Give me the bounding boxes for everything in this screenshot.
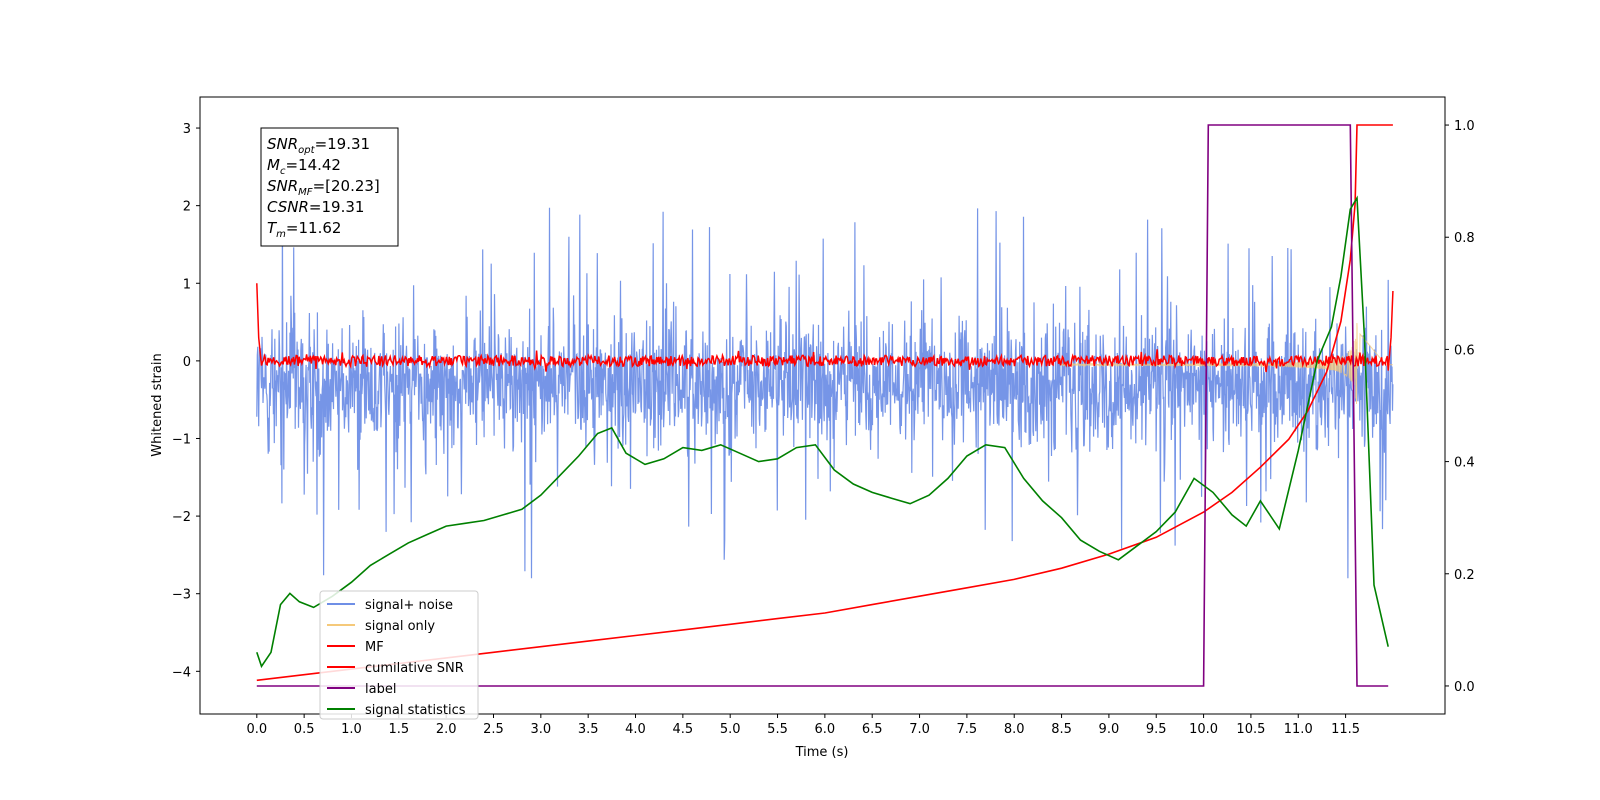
- x-tick-label: 4.0: [625, 722, 646, 737]
- x-tick-label: 8.5: [1051, 722, 1072, 737]
- x-tick-label: 1.5: [388, 722, 409, 737]
- y-tick-label: −4: [172, 665, 191, 680]
- annotation-line: Mc=14.42: [267, 156, 341, 177]
- x-tick-label: 7.5: [957, 722, 978, 737]
- x-tick-label: 9.0: [1099, 722, 1120, 737]
- annotation-line: CSNR=19.31: [267, 198, 364, 216]
- y-tick-label: −1: [172, 432, 191, 447]
- x-tick-label: 10.5: [1236, 722, 1265, 737]
- y2-tick-label: 0.6: [1454, 343, 1475, 358]
- y2-tick-label: 0.8: [1454, 231, 1475, 246]
- x-tick-label: 10.0: [1189, 722, 1218, 737]
- y-tick-label: 3: [183, 122, 191, 137]
- legend: signal+ noise signal only MF cumilative SNR…: [319, 590, 479, 720]
- x-tick-label: 6.0: [815, 722, 836, 737]
- legend-frame: [319, 590, 479, 720]
- legend-label: signal only: [365, 619, 435, 634]
- plot-area: [256, 124, 1394, 687]
- annotation-line: Tm=11.62: [267, 219, 341, 240]
- x-tick-label: 3.5: [578, 722, 599, 737]
- snr-annotation-box: SNRopt=19.31Mc=14.42SNRMF=[20.23]CSNR=19…: [260, 127, 399, 247]
- series-signal-statistics: [256, 195, 1389, 669]
- y-tick-label: 0: [183, 355, 191, 370]
- x-axis-label: Time (s): [795, 745, 849, 760]
- series-signal-noise: [256, 207, 1394, 579]
- annotation-frame: [260, 127, 399, 247]
- y2-tick-label: 1.0: [1454, 119, 1475, 134]
- series-mf: [256, 283, 1394, 373]
- series-label: [256, 124, 1389, 687]
- y-axis-label: Whitened strain: [150, 353, 165, 456]
- y-tick-label: 2: [183, 200, 191, 215]
- y-tick-label: 1: [183, 277, 191, 292]
- x-tick-label: 4.5: [673, 722, 694, 737]
- x-tick-label: 5.0: [720, 722, 741, 737]
- plot-frame: [199, 96, 1446, 715]
- x-tick-label: 11.0: [1284, 722, 1313, 737]
- x-tick-label: 3.0: [530, 722, 551, 737]
- series-cumulative-snr: [256, 124, 1393, 682]
- x-tick-label: 11.5: [1331, 722, 1360, 737]
- y2-tick-label: 0.2: [1454, 568, 1475, 583]
- y-axis-right: 1.0 0.8 0.6 0.4 0.2 0.0: [1445, 119, 1475, 695]
- annotation-line: SNRMF=[20.23]: [267, 177, 380, 198]
- x-tick-label: 8.0: [1004, 722, 1025, 737]
- x-tick-label: 0.5: [294, 722, 315, 737]
- x-tick-label: 9.5: [1146, 722, 1167, 737]
- x-tick-label: 6.5: [862, 722, 883, 737]
- x-tick-label: 0.0: [246, 722, 267, 737]
- legend-label: MF: [365, 640, 384, 655]
- y-tick-label: −3: [172, 588, 191, 603]
- x-axis: 0.0 0.5 1.0 1.5 2.0 2.5 3.0 3.5 4.0 4.5 5.0 5.5 6.0 6…: [246, 714, 1360, 737]
- y2-tick-label: 0.0: [1454, 680, 1475, 695]
- x-tick-label: 5.5: [767, 722, 788, 737]
- legend-label: cumilative SNR: [365, 661, 464, 676]
- legend-label: label: [365, 682, 396, 697]
- y-axis-left: 3 2 1 0 −1 −2 −3 −4: [172, 122, 200, 680]
- x-tick-label: 7.0: [909, 722, 930, 737]
- y2-tick-label: 0.4: [1454, 456, 1475, 471]
- x-tick-label: 2.0: [436, 722, 457, 737]
- legend-label: signal statistics: [365, 703, 466, 718]
- x-tick-label: 2.5: [483, 722, 504, 737]
- legend-label: signal+ noise: [365, 598, 453, 613]
- x-tick-label: 1.0: [341, 722, 362, 737]
- annotation-line: SNRopt=19.31: [267, 135, 370, 156]
- series-signal-only: [1061, 322, 1393, 405]
- y-tick-label: −2: [172, 510, 191, 525]
